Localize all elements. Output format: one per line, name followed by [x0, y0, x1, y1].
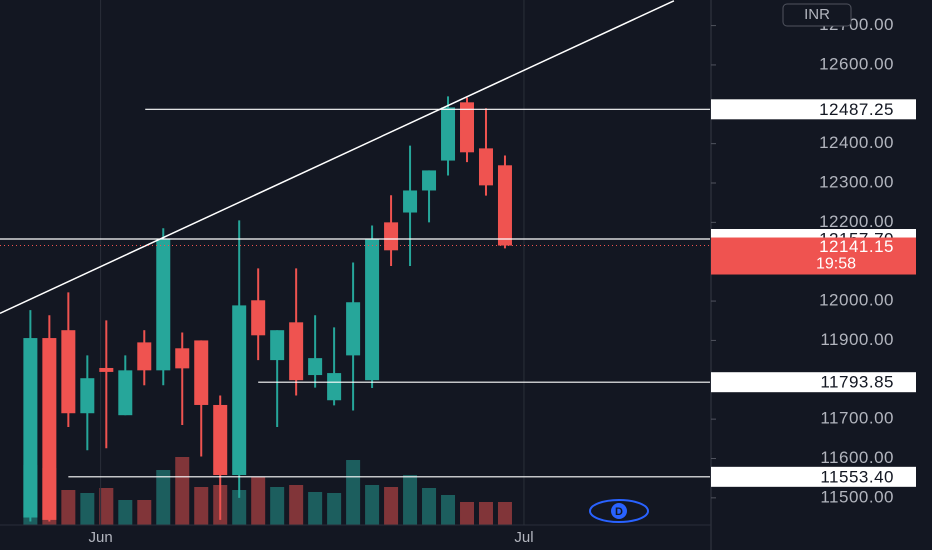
x-tick-label: Jul: [514, 529, 533, 546]
level-label-box: [711, 99, 916, 120]
volume-bar: [478, 502, 493, 525]
candle-body: [80, 378, 95, 414]
candle-body: [61, 330, 76, 414]
candle-layer: [23, 96, 512, 522]
volume-bar: [384, 487, 399, 525]
currency-label[interactable]: INR: [804, 6, 830, 23]
volume-bar: [137, 500, 152, 525]
volume-bar: [497, 502, 512, 525]
candle-body: [289, 322, 304, 381]
level-label-box: [711, 372, 916, 393]
trend-line: [0, 0, 675, 314]
volume-bar: [251, 477, 266, 525]
level-label: 12487.25: [819, 100, 894, 119]
y-tick-label: 11600.00: [820, 448, 894, 467]
candle-body: [497, 165, 512, 246]
x-tick-label: Jun: [89, 529, 113, 546]
candle-body: [403, 190, 418, 213]
candle-body: [308, 358, 323, 376]
candle-body: [346, 302, 361, 356]
y-tick-label: 12200.00: [819, 212, 894, 231]
y-tick-label: 11500.00: [820, 487, 894, 506]
candle-body: [42, 338, 57, 520]
volume-bar: [422, 488, 437, 525]
volume-bar: [232, 490, 247, 525]
candle-body: [327, 373, 342, 401]
countdown-label: 19:58: [816, 256, 856, 273]
candle-body: [251, 300, 266, 336]
candle-body: [194, 340, 209, 405]
candle-body: [232, 305, 247, 476]
last-price-label: 12141.15: [819, 237, 894, 256]
volume-bar: [441, 495, 456, 525]
grid-layer: [100, 0, 525, 525]
level-label-box: [711, 466, 916, 487]
y-tick-label: 12000.00: [819, 291, 894, 310]
volume-bar: [308, 492, 323, 525]
candle-body: [384, 222, 399, 251]
volume-bar: [80, 493, 95, 525]
volume-bar: [365, 485, 380, 525]
candle-body: [99, 367, 114, 372]
badge-ring[interactable]: [589, 499, 649, 523]
volume-bar: [289, 485, 304, 525]
volume-bar: [460, 502, 475, 525]
candle-body: [118, 370, 133, 416]
candle-body: [441, 107, 456, 161]
candle-body: [422, 170, 437, 191]
candle-body: [365, 238, 380, 381]
volume-bar: [175, 457, 190, 525]
volume-bar: [156, 470, 171, 525]
volume-bar: [327, 493, 342, 525]
candle-body: [478, 148, 493, 186]
candle-body: [156, 238, 171, 371]
candle-body: [23, 338, 38, 518]
candle-body: [213, 404, 228, 476]
candle-body: [175, 348, 190, 369]
candle-body: [137, 342, 152, 371]
drawing-layer: [0, 0, 710, 478]
last-price-box: [711, 237, 916, 275]
y-tick-label: 12600.00: [819, 54, 894, 73]
y-tick-label: 11700.00: [820, 409, 894, 428]
badge-label[interactable]: D: [615, 506, 623, 518]
y-tick-label: 12300.00: [819, 172, 894, 191]
level-label: 11793.85: [820, 373, 894, 392]
volume-bar: [194, 487, 209, 525]
level-label: 11553.40: [820, 467, 894, 486]
volume-bar: [270, 487, 285, 525]
currency-box[interactable]: [782, 3, 852, 27]
badge-dot[interactable]: [611, 503, 627, 519]
price-axis: 12700.0012600.0012400.0012300.0012200.00…: [711, 15, 894, 506]
y-tick-label: 12400.00: [819, 133, 894, 152]
volume-bar: [118, 500, 133, 525]
volume-bar: [403, 475, 418, 525]
candle-body: [270, 330, 285, 361]
volume-bar: [346, 460, 361, 525]
volume-bar: [99, 488, 114, 525]
candle-body: [460, 102, 475, 153]
y-tick-label: 11900.00: [820, 330, 894, 349]
volume-bar: [61, 490, 76, 525]
